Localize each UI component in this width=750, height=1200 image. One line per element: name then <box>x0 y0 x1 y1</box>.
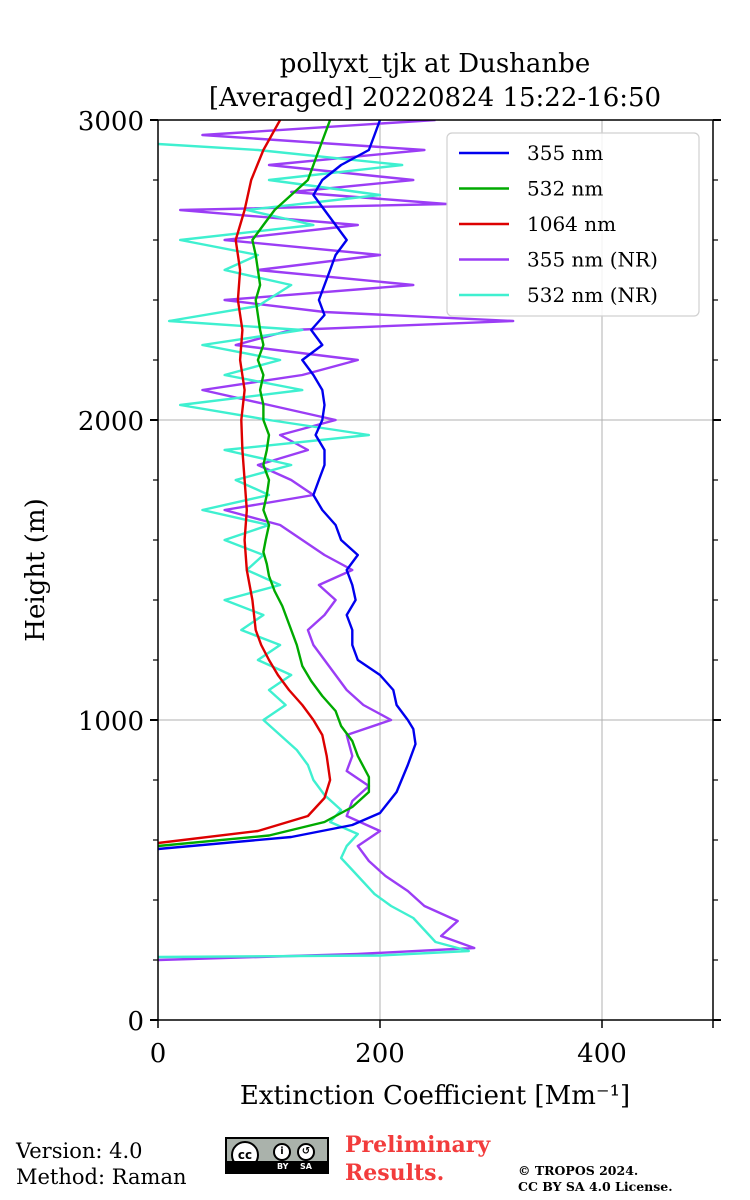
copyright-line2: CC BY SA 4.0 License. <box>518 1179 673 1194</box>
cc-license-badge: cc i ↺ BY SA <box>225 1137 329 1174</box>
series-line-355-nm-nr- <box>158 120 515 962</box>
chart: pollyxt_tjk at Dushanbe [Averaged] 20220… <box>21 49 721 1111</box>
legend-label-2: 1064 nm <box>527 212 616 236</box>
series-line-532-nm-nr- <box>158 142 470 959</box>
legend-label-1: 532 nm <box>527 177 603 201</box>
legend-label-0: 355 nm <box>527 141 603 165</box>
chart-title-line2: [Averaged] 20220824 15:22-16:50 <box>209 83 661 113</box>
series-line-532-nm <box>158 120 371 848</box>
y-axis-label: Height (m) <box>21 498 51 641</box>
legend: 355 nm 532 nm 1064 nm 355 nm (NR) 532 nm (NR… <box>446 132 700 317</box>
x-tick-label-1: 200 <box>355 1039 405 1069</box>
by-icon: i <box>273 1143 291 1161</box>
copyright-line1: © TROPOS 2024. <box>518 1163 639 1178</box>
footer-info: Version: 4.0 Method: Raman <box>16 1138 187 1190</box>
y-tick-label-2: 2000 <box>78 407 144 437</box>
sa-icon: ↺ <box>297 1143 315 1161</box>
x-axis-label: Extinction Coefficient [Mm⁻¹] <box>240 1081 630 1111</box>
preliminary-line1: Preliminary <box>345 1132 491 1158</box>
preliminary-notice: Preliminary Results. <box>345 1131 490 1187</box>
legend-label-4: 532 nm (NR) <box>527 283 658 307</box>
series-line-355-nm <box>158 120 417 851</box>
version-text: Version: 4.0 <box>16 1139 143 1163</box>
chart-title-line1: pollyxt_tjk at Dushanbe <box>280 49 590 79</box>
license-strip: BY SA <box>227 1161 327 1172</box>
sa-label: SA <box>300 1162 312 1171</box>
legend-box <box>446 132 700 317</box>
series-layer <box>158 120 515 962</box>
method-text: Method: Raman <box>16 1165 187 1189</box>
by-label: BY <box>277 1162 289 1171</box>
plot-frame <box>157 119 714 1021</box>
preliminary-line2: Results. <box>345 1160 445 1186</box>
ticks: 0 200 400 0 1000 2000 3000 <box>78 107 721 1069</box>
series-line-1064-nm <box>158 120 332 845</box>
x-tick-label-0: 0 <box>150 1039 167 1069</box>
y-tick-label-3: 3000 <box>78 107 144 137</box>
y-tick-label-1: 1000 <box>78 707 144 737</box>
legend-label-3: 355 nm (NR) <box>527 248 658 272</box>
x-tick-label-2: 400 <box>577 1039 627 1069</box>
y-tick-label-0: 0 <box>127 1007 144 1037</box>
copyright: © TROPOS 2024. CC BY SA 4.0 License. <box>518 1163 673 1195</box>
